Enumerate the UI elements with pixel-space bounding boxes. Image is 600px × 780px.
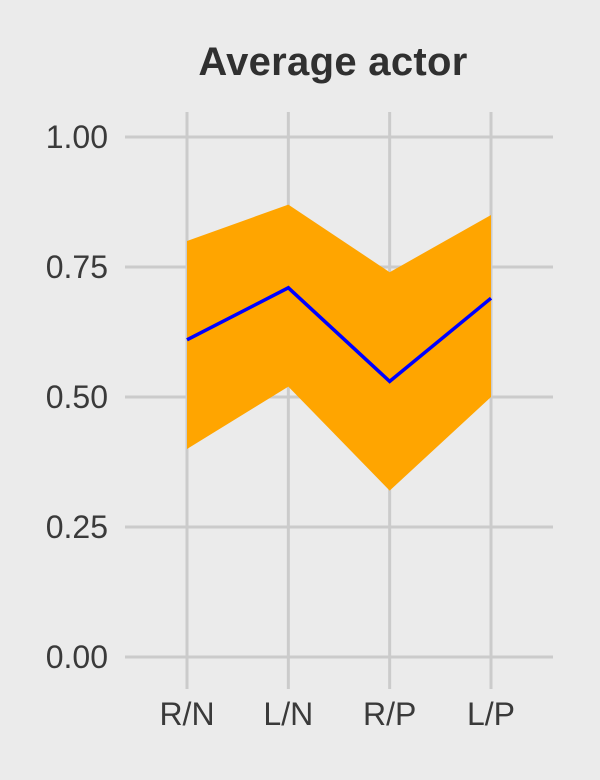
chart-title: Average actor <box>198 40 468 84</box>
y-tick-label: 0.25 <box>45 509 108 545</box>
mean-line <box>186 285 493 384</box>
confidence-band <box>187 204 491 491</box>
x-tick-label: L/P <box>466 696 516 732</box>
x-tick-label: L/N <box>263 696 314 732</box>
y-tick-label: 0.50 <box>45 379 108 415</box>
y-tick-label: 0.75 <box>45 249 108 285</box>
x-tick-label: R/P <box>362 696 417 732</box>
y-tick-label: 1.00 <box>45 119 108 155</box>
x-tick-label: R/N <box>159 696 215 732</box>
y-tick-label: 0.00 <box>45 639 108 675</box>
